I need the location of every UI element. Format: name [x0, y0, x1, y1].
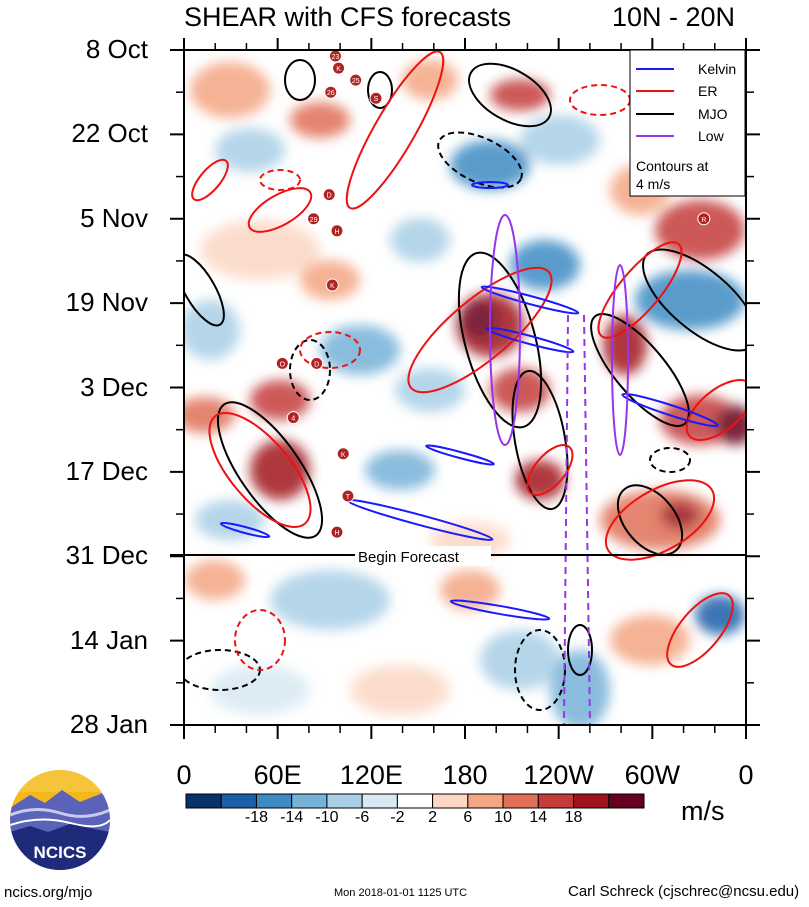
colorbar-swatch — [573, 793, 610, 809]
colorbar-label: 10 — [494, 809, 512, 826]
x-tick-label: 120W — [523, 760, 594, 790]
x-tick-label: 0 — [738, 760, 754, 790]
colorbar-label: -14 — [280, 809, 304, 826]
y-tick-label: 31 Dec — [65, 540, 148, 571]
storm-label: 4 — [291, 416, 295, 423]
x-tick-label: 120E — [339, 760, 403, 790]
y-tick-label: 17 Dec — [65, 455, 148, 486]
storm-marker: 29 — [307, 212, 321, 226]
x-tick-label: 0 — [176, 760, 192, 790]
x-tick-label: 180 — [442, 760, 488, 790]
forecast-label-bg — [355, 546, 491, 566]
colorbar-swatch — [326, 793, 363, 809]
logo-text: NCICS — [34, 843, 87, 862]
storm-label: K — [336, 66, 341, 73]
storm-marker: R — [697, 212, 711, 226]
chart-region: 10N - 20N — [612, 2, 736, 32]
colorbar-label: 18 — [564, 809, 583, 826]
footer-author: Carl Schreck (cjschrec@ncsu.edu) — [568, 883, 800, 900]
x-tick-label: 60W — [624, 760, 681, 790]
storm-marker: 25 — [349, 73, 363, 87]
colorbar-swatch — [432, 793, 469, 809]
y-tick-label: 14 Jan — [69, 624, 148, 655]
storm-marker: D — [322, 188, 336, 202]
storm-label: 29 — [310, 217, 318, 224]
colorbar-swatch — [220, 793, 257, 809]
storm-marker: H — [330, 224, 344, 238]
storm-label: O — [280, 361, 286, 368]
ncics-logo: NCICS — [10, 770, 110, 870]
x-axis-ticks — [183, 38, 747, 739]
legend: Kelvin ER MJO Low Contours at 4 m/s — [629, 49, 746, 197]
low-contours — [489, 214, 629, 725]
y-tick-label: 28 Jan — [69, 709, 148, 739]
storm-marker: O — [275, 356, 289, 370]
storm-marker: 23 — [328, 50, 342, 63]
storm-marker: S — [369, 91, 383, 105]
footer-site: ncics.org/mjo — [4, 884, 93, 901]
legend-note: Contours at 4 m/s — [636, 158, 712, 192]
colorbar-units: m/s — [681, 796, 725, 826]
storm-marker: T — [341, 489, 355, 503]
chart-title: SHEAR with CFS forecasts — [184, 2, 512, 32]
colorbar-label: 6 — [463, 809, 473, 826]
x-tick-label: 60E — [253, 760, 302, 790]
footer-timestamp: Mon 2018-01-01 1125 UTC — [334, 887, 468, 899]
er-contours — [191, 50, 746, 671]
colorbar-swatch — [502, 793, 539, 809]
colorbar-label: -18 — [244, 809, 269, 826]
storm-marker: K — [332, 61, 346, 75]
storm-label: D — [314, 361, 319, 368]
storm-label: T — [346, 494, 351, 501]
forecast-label: Begin Forecast — [358, 549, 460, 566]
y-tick-label: 8 Oct — [85, 34, 148, 64]
storm-marker: D — [310, 356, 324, 370]
storm-marker: K — [325, 278, 339, 292]
legend-kelvin-label: Kelvin — [698, 61, 736, 77]
storm-label: 25 — [352, 78, 360, 85]
storm-label: 23 — [332, 54, 340, 61]
storm-label: K — [330, 283, 335, 290]
storm-label: S — [374, 96, 379, 103]
colorbar-label: 2 — [428, 809, 438, 826]
shear-field: 23K2526SSD29HRKOD4KTH — [184, 50, 746, 725]
storm-label: R — [701, 217, 706, 224]
colorbar-swatch — [185, 793, 222, 809]
storm-marker: 26 — [324, 85, 338, 99]
storm-marker: H — [330, 525, 344, 539]
y-tick-label: 3 Dec — [80, 371, 148, 402]
storm-label: H — [334, 229, 339, 236]
y-tick-label: 5 Nov — [80, 202, 148, 233]
storm-marker: 4 — [286, 411, 300, 425]
storm-label: H — [334, 530, 339, 537]
colorbar-label: -10 — [315, 809, 339, 826]
colorbar-label: -6 — [355, 809, 370, 826]
storm-label: 26 — [327, 90, 335, 97]
colorbar-swatch — [396, 793, 434, 809]
colorbar-label: -2 — [390, 809, 405, 826]
storm-label: K — [341, 452, 346, 459]
colorbar-label: 14 — [529, 809, 548, 826]
colorbar-swatch — [291, 793, 328, 809]
storm-marker: K — [336, 447, 350, 461]
legend-er-label: ER — [698, 83, 717, 99]
legend-mjo-label: MJO — [698, 106, 728, 122]
storm-label: D — [327, 193, 332, 200]
colorbar-swatch — [608, 793, 645, 809]
colorbar-swatch — [255, 793, 293, 809]
legend-low-label: Low — [698, 128, 725, 144]
colorbar-swatch — [467, 793, 504, 809]
colorbar — [185, 793, 645, 809]
y-tick-label: 22 Oct — [71, 118, 148, 149]
y-tick-label: 19 Nov — [65, 287, 148, 318]
y-axis-ticks — [170, 49, 760, 726]
colorbar-swatch — [361, 793, 398, 809]
colorbar-swatch — [537, 793, 575, 809]
